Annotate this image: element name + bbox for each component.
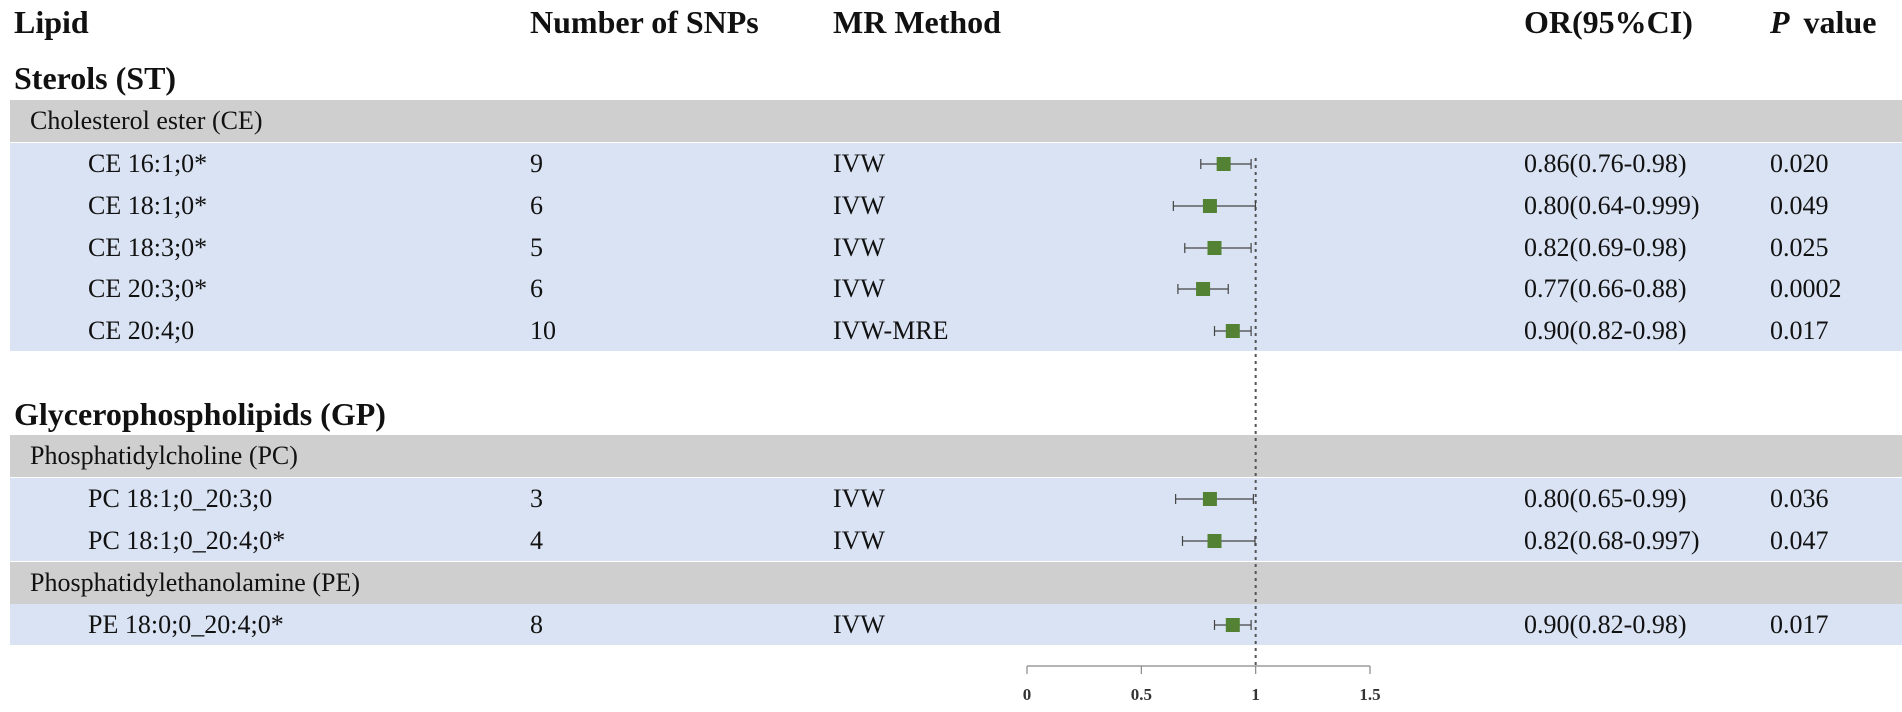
header-mr-method: MR Method: [833, 4, 1001, 40]
header-p-italic: P: [1770, 4, 1790, 40]
table-row-lipid: CE 18:1;0*: [88, 191, 208, 220]
table-row-method: IVW-MRE: [833, 316, 949, 345]
table-row-p: 0.017: [1770, 610, 1829, 639]
x-tick-label: 0.5: [1131, 685, 1152, 704]
subgroup-title-pc: Phosphatidylcholine (PC): [30, 441, 298, 470]
table-row-lipid: CE 20:4;0: [88, 316, 195, 345]
table-row-or: 0.86(0.76-0.98): [1524, 149, 1687, 178]
table-row-snps: 5: [530, 233, 543, 262]
point-marker: [1196, 282, 1211, 296]
table-row-p: 0.036: [1770, 484, 1829, 513]
point-marker: [1207, 534, 1222, 548]
x-tick-label: 0: [1023, 685, 1032, 704]
table-row-or: 0.77(0.66-0.88): [1524, 274, 1687, 303]
table-row-or: 0.80(0.65-0.99): [1524, 484, 1687, 513]
table-row-method: IVW: [833, 149, 885, 178]
table-row-lipid: PE 18:0;0_20:4;0*: [88, 610, 284, 639]
table-row-method: IVW: [833, 233, 885, 262]
x-tick-label: 1: [1251, 685, 1260, 704]
table-row-method: IVW: [833, 484, 885, 513]
table-row-p: 0.047: [1770, 526, 1829, 555]
table-row-method: IVW: [833, 610, 885, 639]
section-title-glycerophospholipids: Glycerophospholipids (GP): [14, 396, 386, 432]
header-or-ci: OR(95%CI): [1524, 4, 1693, 40]
table-row-method: IVW: [833, 526, 885, 555]
table-row-p: 0.017: [1770, 316, 1829, 345]
point-marker: [1202, 492, 1217, 506]
table-row-lipid: PC 18:1;0_20:3;0: [88, 484, 273, 513]
rows-band-pc: [10, 478, 1902, 561]
section-title-sterols: Sterols (ST): [14, 60, 177, 96]
table-row-or: 0.80(0.64-0.999): [1524, 191, 1700, 220]
header-lipid: Lipid: [14, 4, 89, 40]
header-number-of-snps: Number of SNPs: [530, 4, 759, 40]
table-row-snps: 10: [530, 316, 556, 345]
subgroup-band-pc: Phosphatidylcholine (PC): [10, 435, 1902, 477]
rows-band-ce: [10, 143, 1902, 351]
table-row-lipid: PC 18:1;0_20:4;0*: [88, 526, 286, 555]
table-row-snps: 9: [530, 149, 543, 178]
table-row-snps: 3: [530, 484, 543, 513]
table-row-or: 0.82(0.68-0.997): [1524, 526, 1700, 555]
table-row-p: 0.049: [1770, 191, 1829, 220]
table-row-lipid: CE 18:3;0*: [88, 233, 208, 262]
subgroup-title-ce: Cholesterol ester (CE): [30, 106, 263, 135]
table-row-method: IVW: [833, 274, 885, 303]
table-row-snps: 6: [530, 274, 543, 303]
subgroup-band-ce: Cholesterol ester (CE): [10, 100, 1902, 142]
table-row-lipid: CE 20:3;0*: [88, 274, 208, 303]
point-marker: [1207, 241, 1222, 255]
x-tick-label: 1.5: [1359, 685, 1380, 704]
header-p-value: P value: [1770, 4, 1876, 41]
table-row-snps: 4: [530, 526, 543, 555]
point-marker: [1225, 618, 1240, 632]
table-row-p: 0.020: [1770, 149, 1829, 178]
subgroup-band-pe: Phosphatidylethanolamine (PE): [10, 562, 1902, 604]
table-row-or: 0.82(0.69-0.98): [1524, 233, 1687, 262]
table-row-p: 0.0002: [1770, 274, 1842, 303]
point-marker: [1225, 324, 1240, 338]
table-row-method: IVW: [833, 191, 885, 220]
subgroup-title-pe: Phosphatidylethanolamine (PE): [30, 568, 361, 597]
rows-band-pe: [10, 604, 1902, 645]
table-row-or: 0.90(0.82-0.98): [1524, 610, 1687, 639]
table-row-snps: 8: [530, 610, 543, 639]
table-row-snps: 6: [530, 191, 543, 220]
table-row-lipid: CE 16:1;0*: [88, 149, 208, 178]
table-row-or: 0.90(0.82-0.98): [1524, 316, 1687, 345]
header-p-word: value: [1803, 4, 1877, 40]
point-marker: [1216, 157, 1231, 171]
table-row-p: 0.025: [1770, 233, 1829, 262]
point-marker: [1202, 199, 1217, 213]
